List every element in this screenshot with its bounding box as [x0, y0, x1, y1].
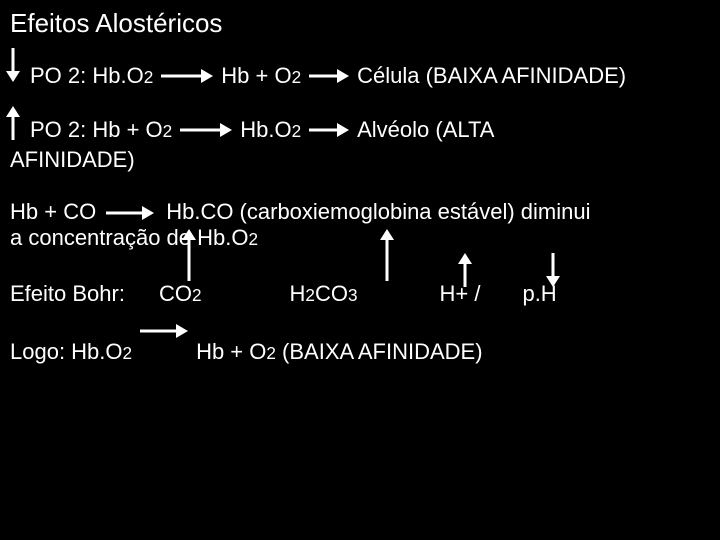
text-segment: a concentração de Hb.O2: [10, 225, 258, 250]
down-arrow-icon: [6, 48, 20, 82]
right-arrow-icon: [180, 122, 232, 138]
text-segment: Logo: Hb.O2: [10, 339, 132, 365]
up-arrow-icon: [458, 253, 472, 287]
bohr-effect-row: Efeito Bohr: CO2 H2CO3 H+ / p.H: [10, 281, 710, 307]
text-segment: PO 2: Hb + O2: [30, 117, 172, 143]
slide: Efeitos Alostéricos PO 2: Hb.O2 Hb + O2 …: [0, 0, 720, 540]
logo-row: Logo: Hb.O2 Hb + O2 (BAIXA AFINIDADE): [10, 339, 710, 365]
text-segment: Efeito Bohr:: [10, 281, 125, 307]
right-arrow-icon: [309, 68, 349, 84]
right-arrow-icon: [106, 205, 154, 221]
text-segment: Hb.CO (carboxiemoglobina estável) diminu…: [166, 199, 590, 225]
up-arrow-icon: [182, 229, 196, 281]
text-segment: Alvéolo (ALTA: [357, 117, 494, 143]
text-segment: AFINIDADE): [10, 147, 710, 173]
text-segment: Hb + O2 (BAIXA AFINIDADE): [196, 339, 482, 365]
text-segment: Hb + CO: [10, 199, 96, 225]
right-arrow-icon: [309, 122, 349, 138]
up-arrow-icon: [380, 229, 394, 281]
text-segment: Célula (BAIXA AFINIDADE): [357, 63, 626, 89]
right-arrow-icon: [140, 323, 188, 339]
text-segment: CO2: [159, 281, 202, 307]
reaction-line-1: PO 2: Hb.O2 Hb + O2 Célula (BAIXA AFINID…: [30, 63, 710, 89]
down-arrow-icon: [546, 253, 560, 287]
text-segment: Hb + O2: [221, 63, 301, 89]
text-segment: PO 2: Hb.O2: [30, 63, 153, 89]
text-segment: Hb.O2: [240, 117, 301, 143]
text-segment: H2CO3: [290, 281, 358, 307]
right-arrow-icon: [161, 68, 213, 84]
up-arrow-icon: [6, 106, 20, 140]
slide-title: Efeitos Alostéricos: [10, 8, 710, 39]
reaction-line-2: PO 2: Hb + O2 Hb.O2 Alvéolo (ALTA AFINID…: [10, 117, 710, 173]
reaction-line-3: Hb + CO Hb.CO (carboxiemoglobina estável…: [10, 199, 710, 251]
